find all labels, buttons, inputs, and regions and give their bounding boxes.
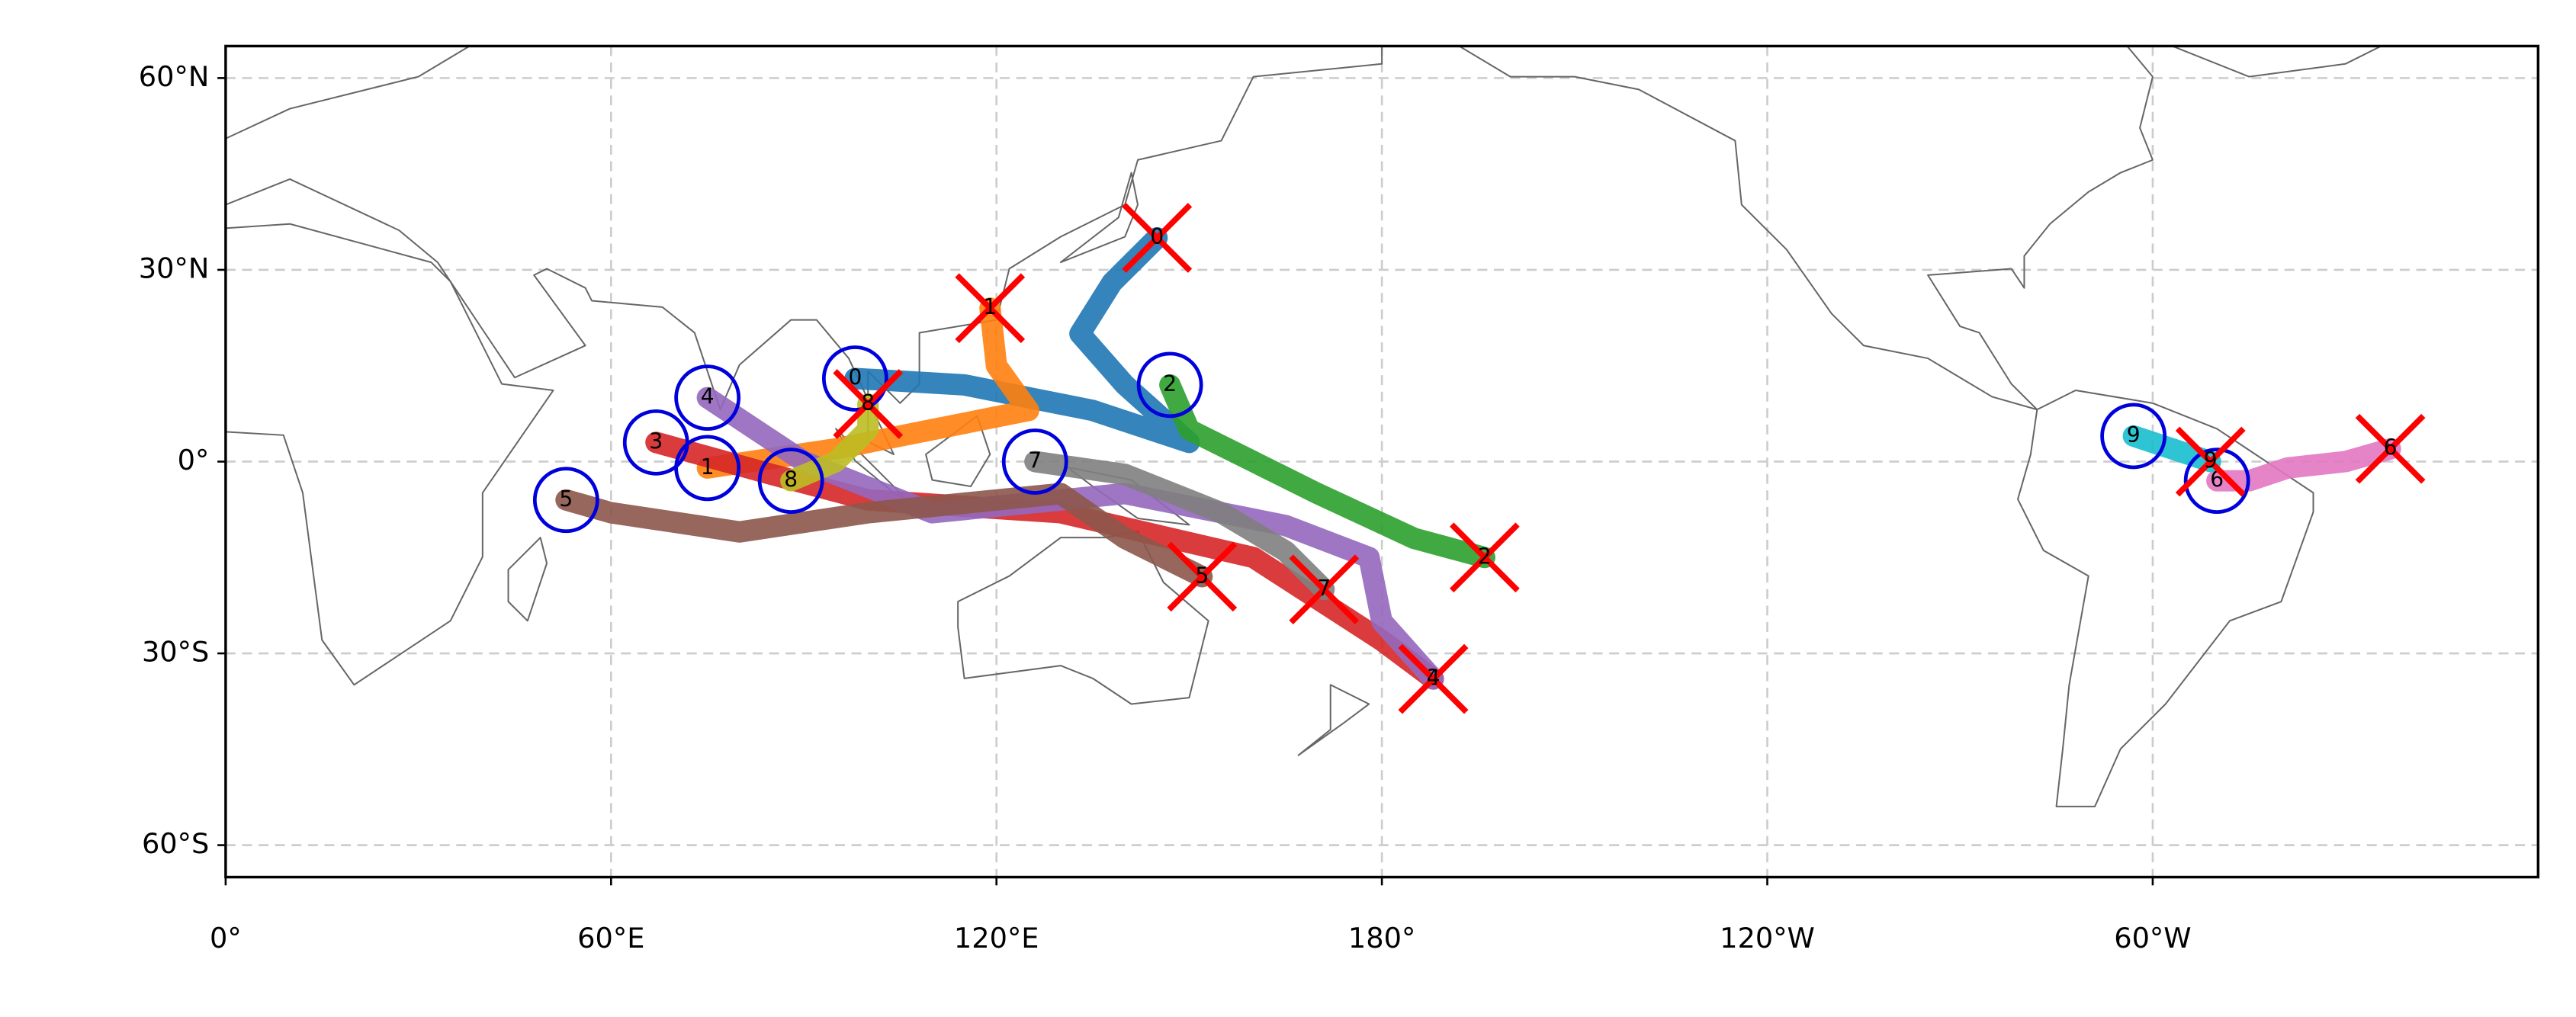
start-marker [674,364,741,432]
y-tick-label: 60°S [142,827,209,860]
end-label: 8 [861,390,875,415]
end-marker [1398,643,1469,714]
start-label: 9 [2127,422,2141,448]
y-tick-label: 30°N [139,252,210,284]
end-marker [1450,522,1520,593]
x-tick-label: 60°E [577,922,644,954]
end-label: 4 [1427,666,1441,691]
end-marker [955,273,1026,344]
start-label: 0 [848,364,862,390]
track [645,432,1444,690]
end-label: 1 [983,294,997,319]
start-marker [757,448,824,515]
start-marker [622,409,689,476]
start-label: 5 [559,486,573,512]
y-tick-label: 30°S [142,636,209,669]
end-label: 9 [2204,448,2218,473]
start-label: 1 [701,454,715,480]
end-marker [1289,554,1360,625]
ticks: 0° 60°E 120°E 180° 120°W 60°W 60°N 30°N 0° 30°S 60… [139,60,2192,954]
start-marker [1001,428,1068,495]
end-label: 0 [1150,224,1164,249]
end-marker [2175,426,2246,497]
track [555,483,1213,588]
y-tick-label: 0° [178,444,210,476]
start-label: 8 [784,467,798,492]
end-marker [1167,541,1238,612]
start-label: 4 [701,384,715,409]
track [780,393,879,492]
start-label: 3 [649,428,663,454]
x-tick-label: 120°W [1720,922,1815,954]
start-label: 7 [1028,448,1042,473]
x-tick-label: 0° [210,922,242,954]
end-marker [1122,203,1193,273]
track [2206,438,2401,492]
start-label: 2 [1163,371,1177,396]
end-label: 7 [1317,576,1331,601]
start-marker [532,467,599,534]
end-label: 2 [1478,544,1492,569]
grid [225,46,2539,877]
start-marker [2183,448,2250,515]
end-marker [833,369,904,439]
end-label: 6 [2384,435,2398,460]
start-marker [1136,351,1203,419]
track [696,297,1039,479]
track [1159,374,1495,569]
x-tick-label: 120°E [954,922,1039,954]
y-tick-label: 60°N [139,60,210,93]
x-tick-label: 60°W [2114,922,2191,954]
x-tick-label: 180° [1348,922,1415,954]
start-marker [2100,403,2167,470]
end-label: 5 [1195,563,1209,588]
end-marker [2355,413,2426,484]
start-marker [821,345,888,412]
